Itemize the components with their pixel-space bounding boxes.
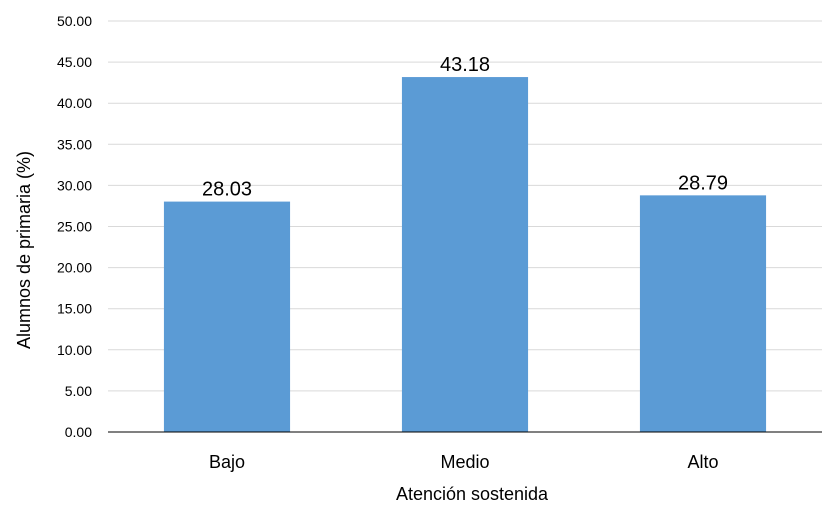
x-axis-categories: Bajo Medio Alto <box>209 452 719 472</box>
bar-medio <box>401 77 529 433</box>
data-label-medio: 43.18 <box>440 54 490 76</box>
data-labels: 28.03 43.18 28.79 <box>202 54 728 201</box>
category-label-alto: Alto <box>687 452 718 472</box>
y-tick-label: 45.00 <box>57 54 92 70</box>
data-label-bajo: 28.03 <box>202 179 252 201</box>
y-tick-label: 35.00 <box>57 136 92 152</box>
y-tick-label: 0.00 <box>65 424 92 440</box>
y-axis-ticks: 0.00 5.00 10.00 15.00 20.00 25.00 30.00 35.00 40… <box>57 13 92 440</box>
y-tick-label: 5.00 <box>65 383 92 399</box>
data-label-alto: 28.79 <box>678 172 728 194</box>
y-tick-label: 50.00 <box>57 13 92 29</box>
category-label-medio: Medio <box>440 452 489 472</box>
bar-bajo <box>163 201 291 432</box>
y-tick-label: 15.00 <box>57 301 92 317</box>
y-tick-label: 25.00 <box>57 219 92 235</box>
category-label-bajo: Bajo <box>209 452 245 472</box>
bar-alto <box>639 195 767 432</box>
x-axis-title: Atención sostenida <box>396 484 549 504</box>
y-tick-label: 40.00 <box>57 95 92 111</box>
y-tick-label: 10.00 <box>57 342 92 358</box>
y-tick-label: 20.00 <box>57 260 92 276</box>
bars <box>163 77 767 433</box>
y-axis-title: Alumnos de primaria (%) <box>14 151 34 349</box>
y-tick-label: 30.00 <box>57 177 92 193</box>
